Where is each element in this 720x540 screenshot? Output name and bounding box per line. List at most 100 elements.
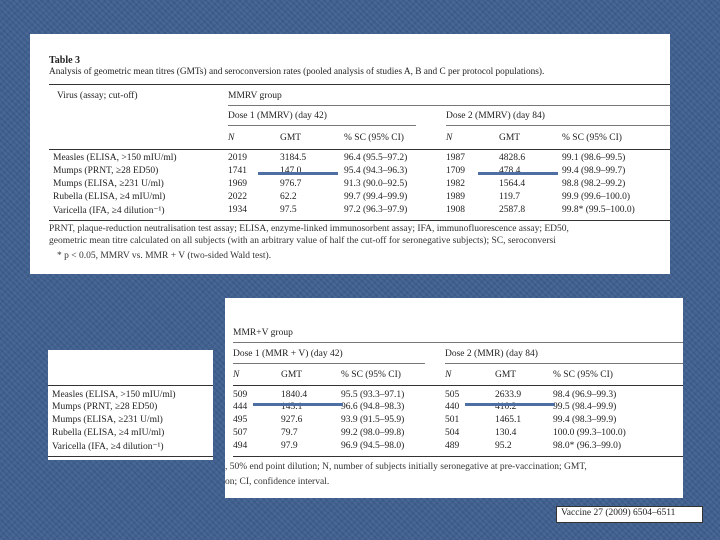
gmt-cell: 119.7 (499, 192, 521, 202)
gmt-cell: 130.4 (495, 428, 517, 438)
footnote-line-2: on; CI, confidence interval. (225, 477, 330, 487)
n-cell: 494 (233, 441, 248, 451)
sc-cell: 99.5 (98.4–99.9) (553, 402, 617, 412)
gmt-cell: 927.6 (281, 415, 303, 425)
gmt-cell: 3184.5 (280, 153, 307, 163)
sub-n1: N (228, 133, 235, 143)
sc-cell: 95.5 (93.3–97.1) (341, 390, 405, 400)
sc-cell: 99.8* (99.5–100.0) (562, 205, 635, 215)
sc-cell: 100.0 (99.3–100.0) (553, 428, 626, 438)
n-cell: 1709 (446, 166, 465, 176)
virus-cell: Measles (ELISA, >150 mIU/ml) (52, 390, 176, 400)
n-cell: 440 (445, 402, 460, 412)
sub-n2: N (445, 370, 452, 380)
sc-cell: 95.4 (94.3–96.3) (344, 166, 408, 176)
sc-cell: 98.0* (96.3–99.0) (553, 441, 622, 451)
sub-sc1: % SC (95% CI) (344, 133, 404, 143)
sub-sc1: % SC (95% CI) (341, 370, 401, 380)
gmt-cell: 2633.9 (495, 390, 522, 400)
n-cell: 1982 (446, 179, 465, 189)
sc-cell: 99.1 (98.6–99.5) (562, 153, 626, 163)
gmt-cell: 62.2 (280, 192, 297, 202)
n-cell: 505 (445, 390, 460, 400)
sub-n1: N (233, 370, 240, 380)
sc-cell: 99.4 (98.9–99.7) (562, 166, 626, 176)
sc-cell: 98.4 (96.9–99.3) (553, 390, 617, 400)
gmt-cell: 97.5 (280, 205, 297, 215)
sub-gmt2: GMT (499, 133, 521, 143)
footnote-line-2: geometric mean titre calculated on all s… (49, 236, 556, 246)
sub-sc2: % SC (95% CI) (553, 370, 613, 380)
gmt2-highlight-bar (478, 172, 558, 175)
gmt-cell: 976.7 (280, 179, 302, 189)
sc-cell: 96.6 (94.8–98.3) (341, 402, 405, 412)
n-cell: 1989 (446, 192, 465, 202)
dose1-header: Dose 1 (MMR + V) (day 42) (233, 349, 343, 359)
virus-cell: Mumps (PRNT, ≥28 ED50) (53, 166, 159, 176)
n-cell: 1987 (446, 153, 465, 163)
dose2-header: Dose 2 (MMRV) (day 84) (446, 111, 545, 121)
sc-cell: 99.9 (99.6–100.0) (562, 192, 631, 202)
sc-cell: 99.2 (98.0–99.8) (341, 428, 405, 438)
dose1-header: Dose 1 (MMRV) (day 42) (228, 111, 327, 121)
sub-gmt1: GMT (281, 370, 303, 380)
virus-cell: Rubella (ELISA, ≥4 mIU/ml) (53, 192, 166, 202)
virus-cell: Rubella (ELISA, ≥4 mIU/ml) (52, 428, 165, 438)
gmt-cell: 478.4 (499, 166, 521, 176)
gmt-cell: 2587.8 (499, 205, 526, 215)
virus-cell: Measles (ELISA, >150 mIU/ml) (53, 153, 177, 163)
n-cell: 1934 (228, 205, 247, 215)
citation-box: Vaccine 27 (2009) 6504–6511 (556, 506, 703, 523)
n-cell: 444 (233, 402, 248, 412)
gmt1-highlight-bar (258, 172, 338, 175)
n-cell: 2022 (228, 192, 247, 202)
sc-cell: 96.9 (94.5–98.0) (341, 441, 405, 451)
table-label: Table 3 (49, 55, 81, 66)
n-cell: 2019 (228, 153, 247, 163)
group-header: MMRV group (228, 91, 282, 101)
gmt-cell: 410.2 (495, 402, 517, 412)
top-table-panel: Table 3 Analysis of geometric mean titre… (30, 34, 670, 274)
footnote-line-1: , 50% end point dilution; N, number of s… (225, 462, 587, 472)
gmt-cell: 79.7 (281, 428, 298, 438)
sc-cell: 97.2 (96.3–97.9) (344, 205, 408, 215)
gmt-cell: 1564.4 (499, 179, 526, 189)
col-virus-header: Virus (assay; cut-off) (57, 91, 138, 101)
gmt-cell: 147.0 (280, 166, 302, 176)
n-cell: 489 (445, 441, 460, 451)
n-cell: 1741 (228, 166, 247, 176)
gmt-cell: 95.2 (495, 441, 512, 451)
n-cell: 507 (233, 428, 248, 438)
n-cell: 1908 (446, 205, 465, 215)
citation-text: Vaccine 27 (2009) 6504–6511 (561, 508, 676, 518)
virus-cell: Varicella (IFA, ≥4 dilution⁻¹) (53, 206, 165, 216)
virus-cell: Varicella (IFA, ≥4 dilution⁻¹) (52, 442, 164, 452)
sc-cell: 99.4 (98.3–99.9) (553, 415, 617, 425)
sc-cell: 93.9 (91.5–95.9) (341, 415, 405, 425)
gmt2-highlight-bar (465, 403, 555, 406)
n-cell: 509 (233, 390, 248, 400)
virus-cell: Mumps (PRNT, ≥28 ED50) (52, 402, 158, 412)
gmt-cell: 143.1 (281, 402, 303, 412)
virus-labels-panel: Measles (ELISA, >150 mIU/ml) Mumps (PRNT… (48, 350, 213, 460)
group-header: MMR+V group (233, 328, 293, 338)
table-title: Analysis of geometric mean titres (GMTs)… (49, 67, 545, 77)
sub-gmt2: GMT (495, 370, 517, 380)
footnote-line-1: PRNT, plaque-reduction neutralisation te… (49, 224, 569, 234)
sc-cell: 96.4 (95.5–97.2) (344, 153, 408, 163)
virus-cell: Mumps (ELISA, ≥231 U/ml) (53, 179, 164, 189)
n-cell: 504 (445, 428, 460, 438)
mmrv-group-panel: MMR+V group Dose 1 (MMR + V) (day 42) Do… (225, 298, 683, 498)
gmt-cell: 97.9 (281, 441, 298, 451)
n-cell: 1969 (228, 179, 247, 189)
n-cell: 501 (445, 415, 460, 425)
gmt1-highlight-bar (253, 403, 343, 406)
sub-sc2: % SC (95% CI) (562, 133, 622, 143)
n-cell: 495 (233, 415, 248, 425)
sub-gmt1: GMT (280, 133, 302, 143)
sub-n2: N (446, 133, 453, 143)
gmt-cell: 1465.1 (495, 415, 522, 425)
sc-cell: 91.3 (90.0–92.5) (344, 179, 408, 189)
sc-cell: 99.7 (99.4–99.9) (344, 192, 408, 202)
gmt-cell: 1840.4 (281, 390, 308, 400)
